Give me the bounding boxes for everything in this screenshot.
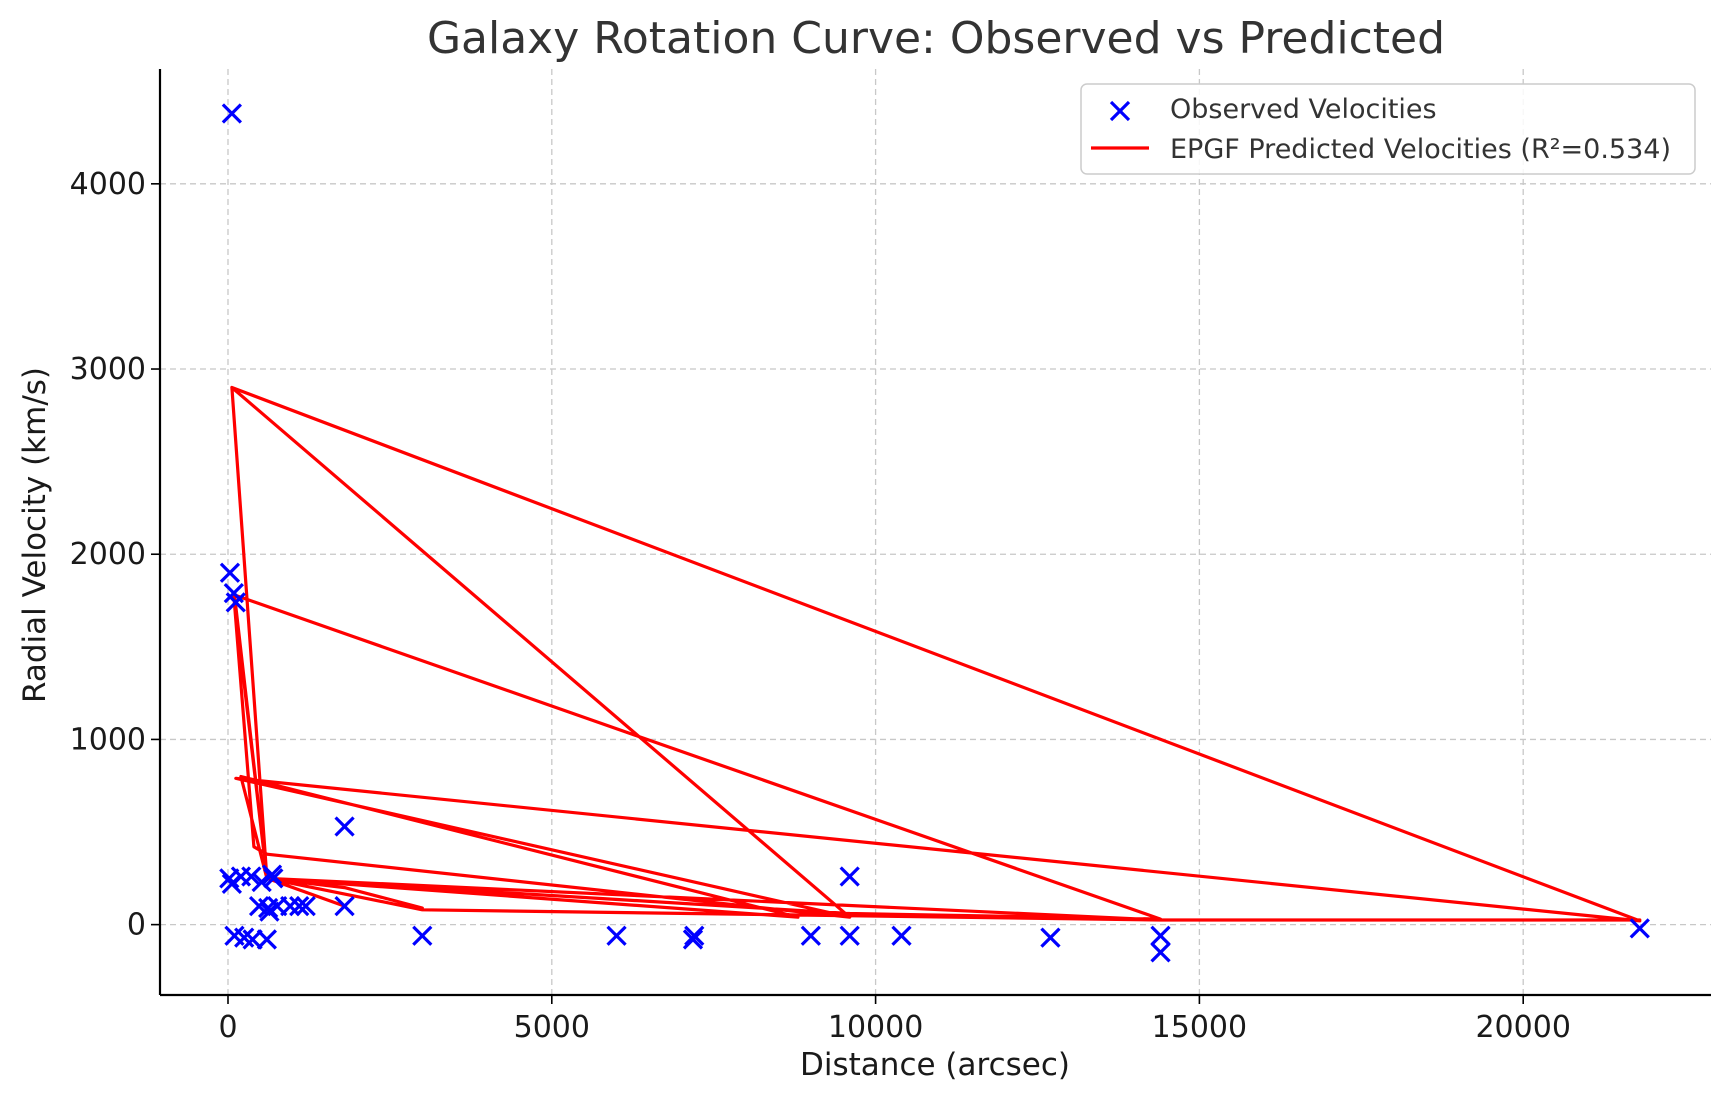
legend-label-predicted: EPGF Predicted Velocities (R²=0.534) bbox=[1170, 134, 1671, 165]
observed-point bbox=[606, 925, 627, 946]
observed-point bbox=[1150, 942, 1171, 963]
observed-point bbox=[334, 895, 355, 917]
y-tick-label: 2000 bbox=[70, 537, 146, 572]
y-tick-label: 1000 bbox=[70, 722, 146, 757]
observed-point bbox=[684, 925, 705, 946]
observed-point bbox=[334, 816, 355, 837]
predicted-velocity-line bbox=[230, 385, 1642, 923]
legend-frame bbox=[1080, 83, 1696, 175]
legend-marker-observed bbox=[1109, 100, 1131, 122]
x-tick-label: 0 bbox=[218, 1010, 237, 1045]
legend: Observed Velocities EPGF Predicted Veloc… bbox=[1080, 83, 1696, 175]
grid bbox=[160, 69, 1711, 995]
y-tick-label: 3000 bbox=[70, 352, 146, 387]
observed-point bbox=[225, 592, 246, 613]
x-tick-label: 5000 bbox=[514, 1010, 590, 1045]
observed-point bbox=[241, 866, 262, 887]
chart-title: Galaxy Rotation Curve: Observed vs Predi… bbox=[427, 13, 1445, 64]
observed-point bbox=[1150, 925, 1171, 946]
observed-point bbox=[800, 925, 821, 946]
observed-point bbox=[412, 925, 433, 946]
legend-label-observed: Observed Velocities bbox=[1170, 94, 1437, 125]
observed-point bbox=[251, 871, 272, 893]
observed-point bbox=[280, 895, 301, 917]
observed-point bbox=[295, 895, 316, 917]
x-tick-label: 10000 bbox=[828, 1010, 923, 1045]
observed-point bbox=[219, 562, 241, 583]
observed-point bbox=[221, 103, 243, 124]
x-axis-title: Distance (arcsec) bbox=[800, 1047, 1070, 1083]
observed-point bbox=[261, 864, 283, 885]
observed-point bbox=[1040, 927, 1061, 948]
y-tick-label: 4000 bbox=[70, 167, 146, 202]
observed-point bbox=[263, 868, 284, 889]
observed-point bbox=[289, 895, 310, 917]
observed-point bbox=[891, 925, 912, 946]
y-axis-title: Radial Velocity (km/s) bbox=[17, 367, 53, 703]
x-tick-label: 15000 bbox=[1152, 1010, 1247, 1045]
observed-point bbox=[682, 929, 704, 950]
axes bbox=[158, 69, 1711, 997]
x-tick-label: 20000 bbox=[1475, 1010, 1570, 1045]
observed-point bbox=[1629, 918, 1650, 939]
observed-point bbox=[839, 866, 860, 887]
observed-point bbox=[256, 929, 277, 950]
y-tick-label: 0 bbox=[127, 908, 146, 943]
plot-series bbox=[219, 103, 1650, 963]
ticks: 0 5000 10000 15000 20000 0 1000 2000 3000 4000 bbox=[70, 167, 1571, 1045]
observed-point bbox=[839, 925, 860, 946]
